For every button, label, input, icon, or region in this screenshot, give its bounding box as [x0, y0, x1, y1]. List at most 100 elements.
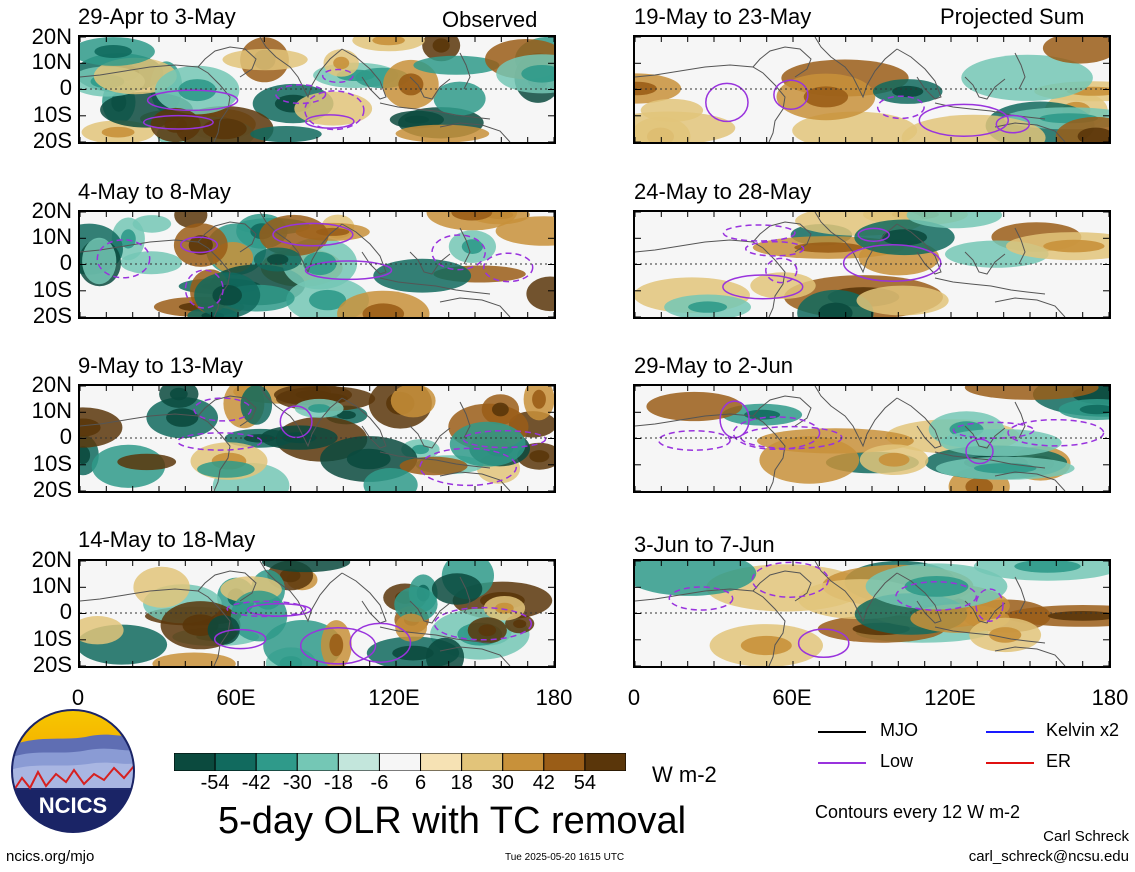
olr-anomaly-blob [964, 386, 1099, 400]
olr-anomaly-core [329, 633, 344, 657]
low-contour [304, 114, 355, 129]
olr-anomaly-blob [940, 429, 1062, 457]
colorbar-swatch [255, 752, 298, 772]
olr-anomaly-blob [222, 48, 308, 71]
map-panel-observed-1 [78, 35, 556, 144]
coastline [379, 102, 491, 120]
olr-anomaly-core [336, 410, 356, 420]
olr-anomaly-blob [906, 212, 1002, 229]
colorbar-tick-label: -30 [282, 772, 312, 794]
olr-anomaly-core [529, 450, 550, 463]
colorbar-swatch [543, 752, 586, 772]
low-contour [1007, 418, 1105, 447]
colorbar-unit: W m-2 [652, 762, 717, 787]
olr-anomaly-core [478, 624, 497, 637]
olr-anomaly-core [794, 242, 863, 253]
coastline [994, 646, 1066, 666]
low-contour [722, 224, 796, 242]
colorbar-swatch [502, 752, 545, 772]
coastline [259, 212, 343, 274]
olr-anomaly-core [881, 229, 928, 246]
lat-label: 20N [31, 198, 72, 223]
low-contour [226, 600, 307, 618]
coastline [814, 212, 898, 274]
coastline [80, 239, 231, 317]
lat-label: 10N [31, 49, 72, 74]
olr-anomaly-core [513, 619, 527, 629]
olr-anomaly-core [1047, 611, 1109, 621]
coastline [439, 122, 511, 142]
lon-label: 180 [1091, 685, 1129, 710]
colorbar-swatch [420, 752, 463, 772]
lon-label: 0 [627, 685, 641, 710]
legend-er-line [986, 762, 1034, 764]
colorbar-tick-label: -6 [370, 772, 389, 794]
lat-label: 10N [31, 224, 72, 249]
colorbar-swatch [337, 752, 380, 772]
colorbar-swatch [461, 752, 504, 772]
low-contour [895, 581, 978, 611]
low-contour [184, 269, 224, 309]
olr-anomaly-core [411, 444, 429, 455]
low-contour [146, 89, 239, 112]
olr-anomaly-core [989, 627, 1022, 643]
lat-label: 10S [32, 451, 72, 476]
coastline [409, 251, 451, 275]
olr-anomaly-blob [117, 453, 177, 471]
lat-label: 20N [31, 24, 72, 49]
olr-anomaly-core [803, 86, 849, 108]
coastline [814, 386, 898, 448]
coastline [409, 76, 451, 100]
colorbar-tick-label: -18 [323, 772, 353, 794]
olr-anomaly-core [492, 402, 509, 417]
low-contour [246, 602, 312, 617]
low-contour [765, 257, 798, 284]
olr-anomaly-blob [80, 616, 124, 645]
map-panel-observed-3 [78, 384, 556, 493]
olr-anomaly-core [80, 418, 101, 437]
legend-kelvin-label: Kelvin x2 [1046, 720, 1120, 740]
coastline [934, 102, 1046, 120]
lat-label: 10N [31, 573, 72, 598]
lon-label: 120E [924, 685, 976, 710]
olr-anomaly-core [1079, 404, 1109, 415]
coastline [341, 397, 387, 449]
map-panel-observed-4 [78, 559, 556, 668]
contour-note: Contours every 12 W m-2 [815, 802, 1021, 822]
colorbar-swatch [173, 752, 216, 772]
coastline [409, 425, 451, 449]
low-contour [96, 239, 151, 279]
lat-label: 20S [32, 652, 72, 677]
olr-anomaly-core [688, 301, 728, 313]
coastline [994, 471, 1066, 491]
low-contour [732, 416, 821, 451]
olr-anomaly-blob [133, 566, 190, 608]
map-panel-observed-2 [78, 210, 556, 319]
olr-anomaly-core [904, 576, 969, 597]
colorbar [173, 752, 627, 772]
low-contour [321, 68, 354, 84]
low-contour [482, 252, 534, 283]
coastline [259, 37, 343, 99]
olr-anomaly-blob [250, 126, 322, 142]
coastline [635, 239, 786, 317]
olr-anomaly-core [740, 635, 792, 656]
olr-anomaly-blob [431, 573, 483, 605]
olr-anomaly-core [372, 37, 405, 46]
lon-label: 60E [216, 685, 256, 710]
olr-anomaly-core [362, 303, 405, 317]
low-contour [213, 628, 267, 650]
olr-anomaly-core [309, 289, 347, 311]
coastline [341, 572, 387, 624]
olr-anomaly-core [333, 56, 350, 70]
period-label: 3-Jun to 7-Jun [634, 532, 775, 557]
coastline [934, 277, 1046, 295]
low-contour [995, 114, 1031, 134]
olr-anomaly-core [101, 126, 135, 138]
coastline [994, 297, 1066, 317]
olr-anomaly-blob [449, 421, 526, 467]
olr-anomaly-core [346, 448, 391, 470]
olr-anomaly-core [169, 387, 188, 401]
olr-anomaly-blob [1042, 37, 1109, 64]
colorbar-tick-label: 6 [414, 772, 427, 794]
